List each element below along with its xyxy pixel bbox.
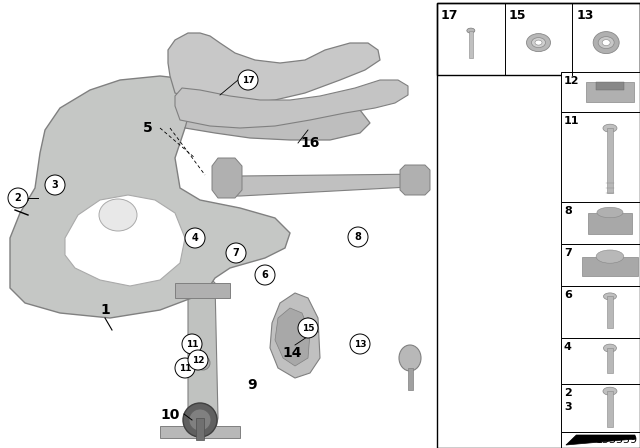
Ellipse shape <box>597 207 623 218</box>
Bar <box>607 297 613 327</box>
Text: 12: 12 <box>564 76 579 86</box>
Circle shape <box>298 318 318 338</box>
Polygon shape <box>270 293 320 378</box>
Circle shape <box>350 334 370 354</box>
Text: 3: 3 <box>564 402 572 412</box>
Bar <box>586 82 634 102</box>
Text: 8: 8 <box>355 232 362 242</box>
Polygon shape <box>168 33 380 103</box>
Polygon shape <box>175 80 408 128</box>
Bar <box>561 244 640 286</box>
Ellipse shape <box>399 345 421 371</box>
Bar <box>582 257 637 276</box>
Text: 8: 8 <box>564 206 572 216</box>
Text: 11: 11 <box>179 363 191 372</box>
Ellipse shape <box>604 344 616 352</box>
Ellipse shape <box>535 40 542 45</box>
Bar <box>561 202 640 244</box>
Bar <box>607 391 613 427</box>
Bar <box>561 72 640 112</box>
Polygon shape <box>10 76 290 318</box>
Polygon shape <box>212 158 242 198</box>
Bar <box>607 348 613 374</box>
Ellipse shape <box>603 387 617 395</box>
Text: 1: 1 <box>100 303 110 317</box>
Text: 11: 11 <box>186 340 198 349</box>
Text: 11: 11 <box>564 116 579 126</box>
Bar <box>437 3 640 75</box>
Text: 4: 4 <box>564 342 572 352</box>
Text: 5: 5 <box>143 121 153 135</box>
Bar <box>561 338 640 384</box>
Text: 16: 16 <box>300 136 320 150</box>
Ellipse shape <box>596 250 624 263</box>
Bar <box>561 432 640 448</box>
Ellipse shape <box>189 409 211 431</box>
Text: 2: 2 <box>15 193 21 203</box>
Bar <box>196 418 204 440</box>
Polygon shape <box>220 172 428 196</box>
Text: 13: 13 <box>354 340 366 349</box>
Ellipse shape <box>527 34 550 52</box>
Ellipse shape <box>604 293 616 300</box>
Text: 2: 2 <box>564 388 572 398</box>
Ellipse shape <box>602 39 610 46</box>
Ellipse shape <box>593 32 619 54</box>
Bar <box>596 82 624 90</box>
Text: 153359: 153359 <box>596 435 638 445</box>
Polygon shape <box>175 283 230 298</box>
Circle shape <box>188 350 208 370</box>
Text: 4: 4 <box>191 233 198 243</box>
Text: 6: 6 <box>564 290 572 300</box>
Circle shape <box>255 265 275 285</box>
Ellipse shape <box>183 403 217 437</box>
Polygon shape <box>160 426 240 438</box>
Text: 9: 9 <box>247 378 257 392</box>
Bar <box>469 30 473 58</box>
Text: 17: 17 <box>441 9 458 22</box>
Text: 3: 3 <box>52 180 58 190</box>
Text: 17: 17 <box>242 76 254 85</box>
Bar <box>561 286 640 338</box>
Text: 14: 14 <box>282 346 301 360</box>
Polygon shape <box>400 165 430 195</box>
Bar <box>607 128 613 193</box>
Polygon shape <box>275 308 310 366</box>
Text: 13: 13 <box>577 9 594 22</box>
Circle shape <box>238 70 258 90</box>
Text: 15: 15 <box>509 9 526 22</box>
Circle shape <box>185 228 205 248</box>
Bar <box>561 384 640 432</box>
Text: 7: 7 <box>564 248 572 258</box>
Bar <box>588 212 632 233</box>
Circle shape <box>45 175 65 195</box>
Bar <box>437 3 640 448</box>
Bar <box>561 112 640 202</box>
Text: 7: 7 <box>232 248 239 258</box>
Circle shape <box>8 188 28 208</box>
Ellipse shape <box>598 37 614 48</box>
Ellipse shape <box>603 124 617 132</box>
Circle shape <box>182 334 202 354</box>
Text: 12: 12 <box>192 356 204 365</box>
Ellipse shape <box>531 38 545 47</box>
Text: 10: 10 <box>160 408 180 422</box>
Ellipse shape <box>99 199 137 231</box>
Circle shape <box>175 358 195 378</box>
Bar <box>408 368 413 390</box>
Ellipse shape <box>467 28 475 33</box>
Polygon shape <box>65 195 185 286</box>
Text: 6: 6 <box>262 270 268 280</box>
Polygon shape <box>188 273 218 438</box>
Circle shape <box>348 227 368 247</box>
Circle shape <box>226 243 246 263</box>
Polygon shape <box>185 103 370 140</box>
Polygon shape <box>566 435 635 445</box>
Ellipse shape <box>196 356 210 370</box>
Text: 15: 15 <box>301 323 314 332</box>
